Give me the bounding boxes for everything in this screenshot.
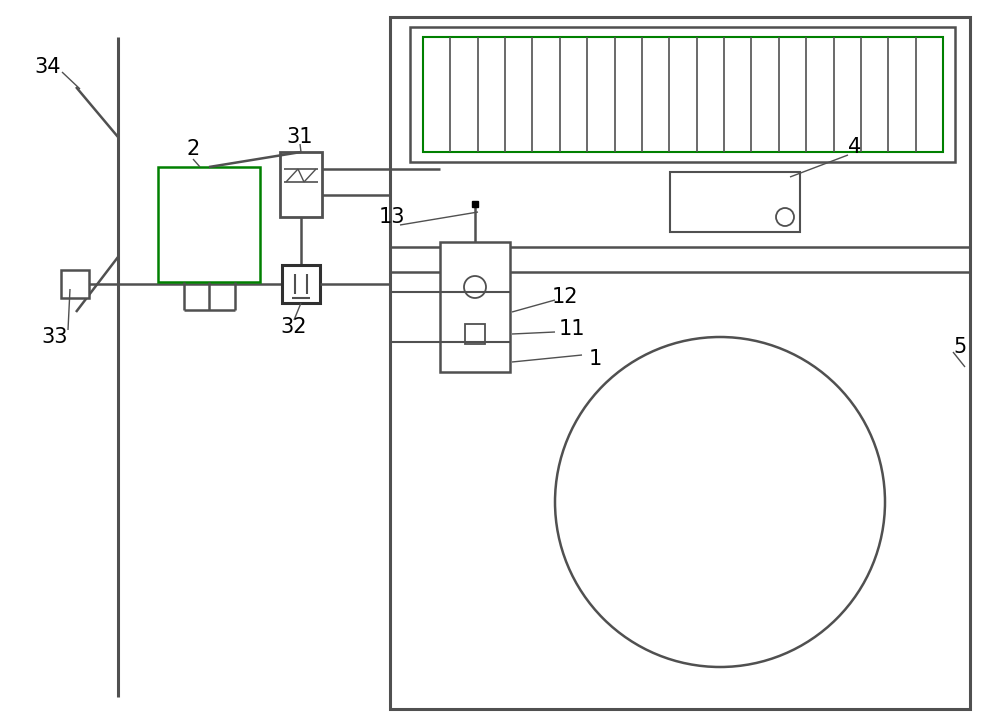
- Bar: [158, 167, 260, 282]
- Text: 1: 1: [588, 349, 602, 369]
- Bar: [670, 172, 800, 232]
- Text: 13: 13: [379, 207, 405, 227]
- Text: 2: 2: [186, 139, 200, 159]
- Text: 4: 4: [848, 137, 862, 157]
- Text: 33: 33: [42, 327, 68, 347]
- Bar: [390, 17, 970, 709]
- Text: 5: 5: [953, 337, 967, 357]
- Text: 31: 31: [287, 127, 313, 147]
- Text: 12: 12: [552, 287, 578, 307]
- Bar: [282, 265, 320, 303]
- Text: 32: 32: [281, 317, 307, 337]
- Bar: [440, 242, 510, 372]
- Text: 34: 34: [35, 57, 61, 77]
- Text: 11: 11: [559, 319, 585, 339]
- Bar: [423, 37, 943, 152]
- Bar: [61, 270, 89, 298]
- Bar: [280, 152, 322, 217]
- Bar: [465, 324, 485, 344]
- Bar: [410, 27, 955, 162]
